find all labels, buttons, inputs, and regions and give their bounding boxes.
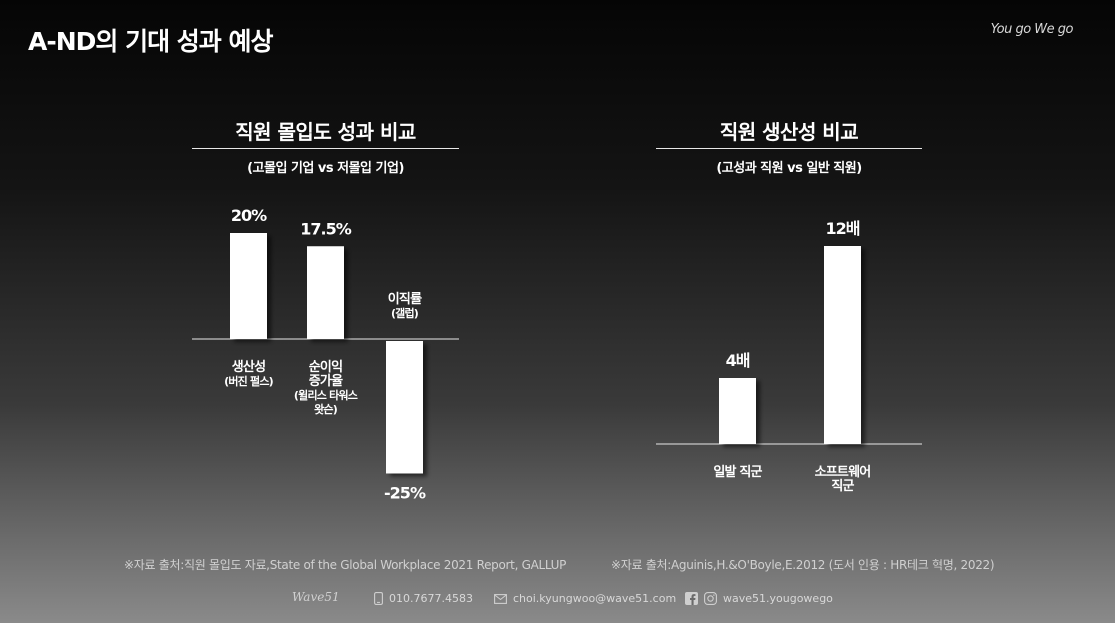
productivity-value-label-2: 12배: [826, 219, 860, 238]
engagement-category-label-2: 순이익: [309, 359, 342, 375]
right-chart-title: 직원 생산성 비교: [719, 120, 859, 144]
left-chart-title: 직원 몰입도 성과 비교: [235, 120, 416, 144]
engagement-bar-1: [230, 233, 267, 339]
right-source-note: ※자료 출처:Aguinis,H.&O'Boyle,E.2012 (도서 인용 …: [611, 558, 995, 572]
facebook-icon: [685, 592, 698, 605]
productivity-bar-2: [824, 246, 861, 444]
footer-phone: 010.7677.4583: [374, 592, 473, 605]
left-source-note: ※자료 출처:직원 몰입도 자료,State of the Global Wor…: [124, 558, 567, 572]
engagement-value-label-2: 17.5%: [300, 219, 351, 238]
footer-email-text: choi.kyungwoo@wave51.com: [513, 592, 677, 605]
right-chart-subtitle: (고성과 직원 vs 일반 직원): [716, 161, 862, 176]
footer-email: choi.kyungwoo@wave51.com: [494, 592, 676, 605]
engagement-category-label-2: 왓슨): [314, 402, 338, 416]
productivity-category-label-2: 소프트웨어: [815, 464, 871, 480]
right-title-divider: [656, 148, 922, 149]
mail-icon: [494, 593, 507, 604]
engagement-category-label-2: (윌리스 타워스: [294, 388, 358, 402]
page-title: A-ND의 기대 성과 예상: [28, 27, 274, 56]
instagram-icon: [704, 592, 717, 605]
left-title-divider: [192, 148, 459, 149]
footer-social: wave51.yougowego: [685, 592, 833, 605]
left-chart-subtitle: (고몰입 기업 vs 저몰입 기업): [247, 161, 404, 176]
footer-social-text: wave51.yougowego: [723, 592, 833, 605]
productivity-bar-1: [719, 378, 756, 444]
productivity-category-label-1: 일발 직군: [713, 464, 762, 480]
engagement-category-label-2: 증가율: [309, 373, 343, 389]
productivity-category-label-2: 직군: [831, 478, 854, 494]
wave51-logo: Wave51: [292, 590, 340, 604]
engagement-value-label-3: -25%: [384, 484, 426, 503]
engagement-category-label-1: (버진 펄스): [224, 374, 274, 388]
productivity-value-label-1: 4배: [726, 351, 750, 370]
engagement-category-label-3: (갤럽): [391, 306, 419, 320]
engagement-bar-3: [386, 341, 423, 474]
engagement-bar-2: [307, 246, 344, 339]
tagline: You go We go: [990, 22, 1074, 37]
footer-phone-text: 010.7677.4583: [389, 592, 473, 605]
engagement-category-label-1: 생산성: [232, 359, 265, 375]
engagement-value-label-1: 20%: [231, 206, 267, 225]
engagement-category-label-3: 이직률: [388, 291, 422, 307]
phone-icon: [374, 592, 383, 605]
